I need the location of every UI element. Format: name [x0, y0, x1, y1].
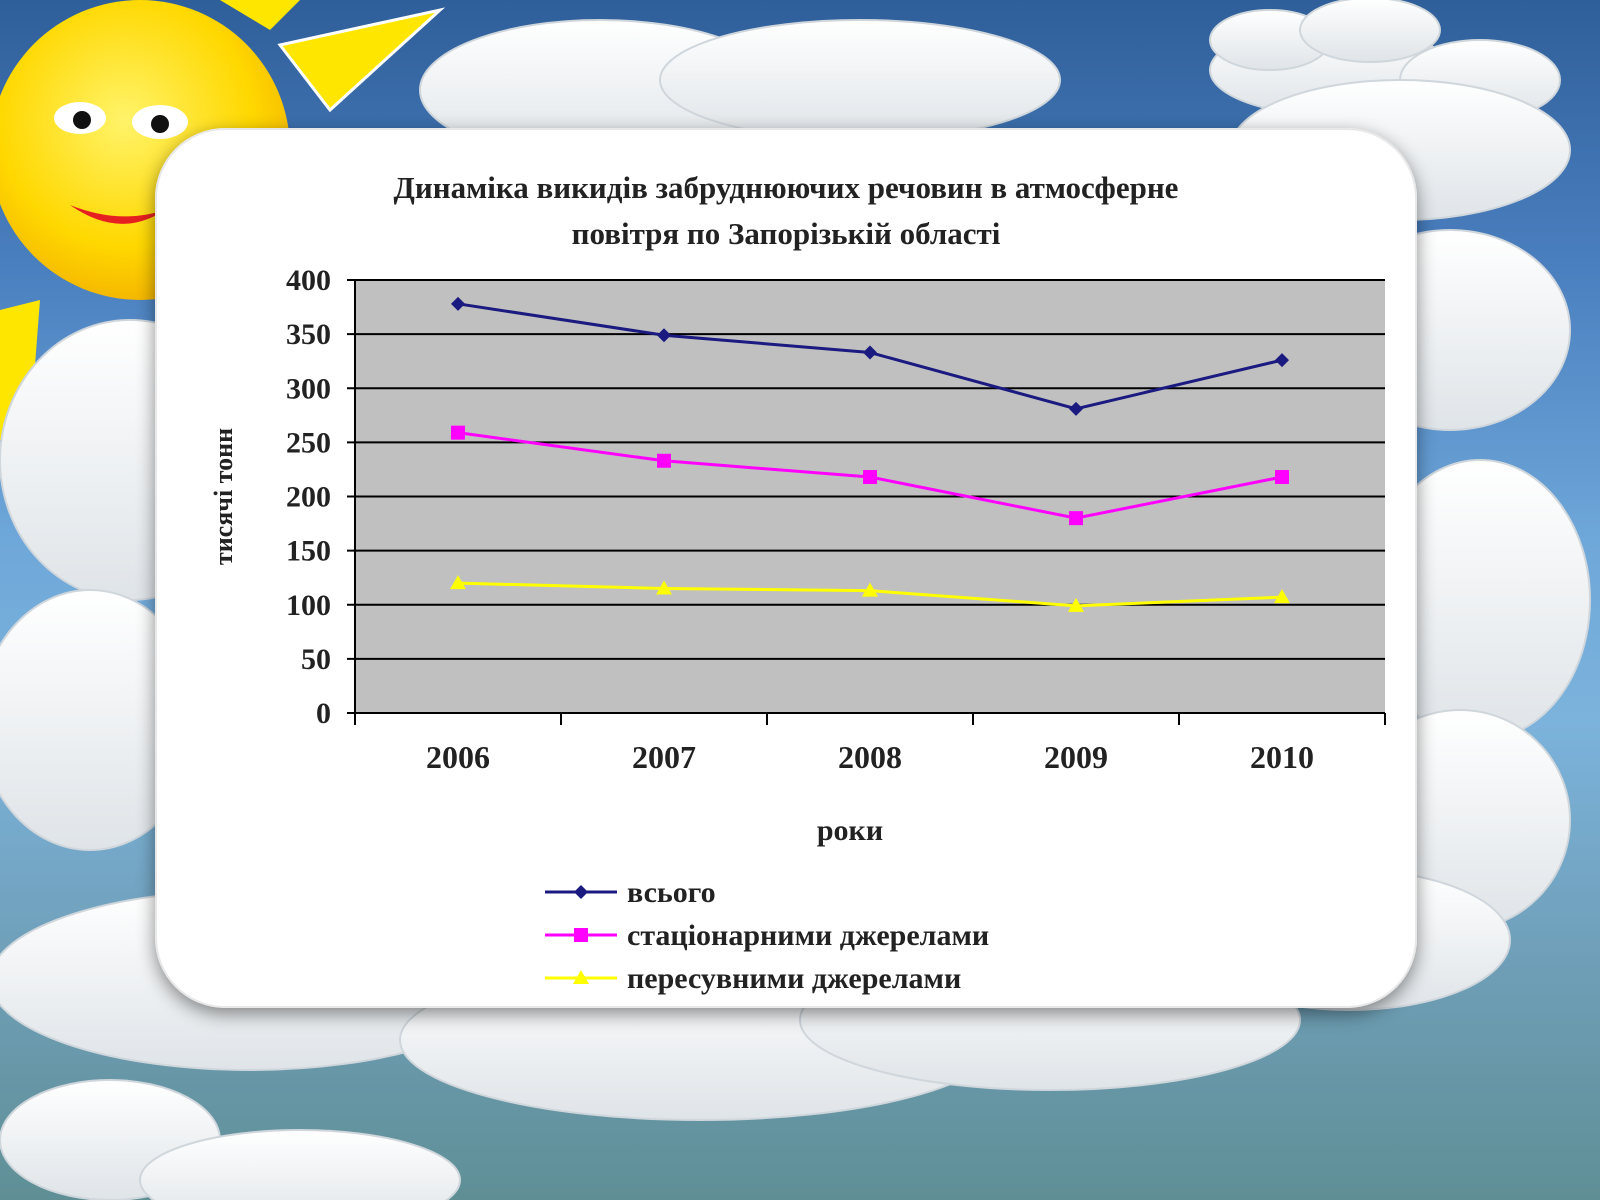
data-point [863, 470, 877, 485]
y-tick-label: 300 [286, 372, 331, 405]
y-tick-label: 50 [301, 643, 331, 676]
y-axis-label: тисячі тонн [209, 428, 238, 565]
legend-item: всього [545, 876, 716, 909]
y-tick-label: 150 [286, 535, 331, 568]
series-1 [451, 425, 1289, 526]
legend-marker [574, 928, 588, 942]
legend-marker [574, 885, 588, 899]
series-0 [451, 296, 1289, 416]
data-point [657, 328, 671, 343]
legend: всього стаціонарними джерелами пересувними… [545, 876, 989, 995]
data-point [1068, 597, 1084, 612]
data-point [1274, 589, 1290, 604]
y-tick-label: 100 [286, 589, 331, 622]
y-tick-label: 200 [286, 481, 331, 514]
legend-item: стаціонарними джерелами [545, 919, 989, 952]
x-tick-label: 2010 [1250, 739, 1314, 775]
data-point [657, 453, 671, 468]
chart-title-line-2: повітря по Запорізькій області [571, 216, 1001, 251]
data-point [1069, 511, 1083, 526]
y-tick-label: 400 [286, 264, 331, 297]
x-tick-label: 2007 [632, 739, 696, 775]
x-tick-label: 2008 [838, 739, 902, 775]
data-point [451, 296, 465, 311]
series-2 [450, 575, 1290, 612]
x-axis-label: роки [817, 814, 883, 847]
data-point [451, 425, 465, 440]
x-tick-label: 2009 [1044, 739, 1108, 775]
data-point [862, 582, 878, 597]
legend-label: стаціонарними джерелами [627, 919, 989, 952]
y-tick-label: 250 [286, 426, 331, 459]
chart-title-line-1: Динаміка викидів забруднюючих речовин в … [393, 170, 1179, 205]
legend-marker [573, 970, 589, 984]
data-point [450, 575, 466, 590]
legend-label: всього [627, 876, 716, 909]
data-point [656, 580, 672, 595]
chart-title: Динаміка викидів забруднюючих речовин в … [155, 165, 1417, 257]
y-tick-label: 0 [316, 697, 331, 730]
data-point [1275, 470, 1289, 485]
data-point [1069, 401, 1083, 416]
data-point [863, 345, 877, 360]
data-point [1275, 353, 1289, 368]
x-tick-label: 2006 [426, 739, 490, 775]
y-tick-label: 350 [286, 318, 331, 351]
legend-label: пересувними джерелами [627, 962, 961, 995]
legend-item: пересувними джерелами [545, 962, 961, 995]
